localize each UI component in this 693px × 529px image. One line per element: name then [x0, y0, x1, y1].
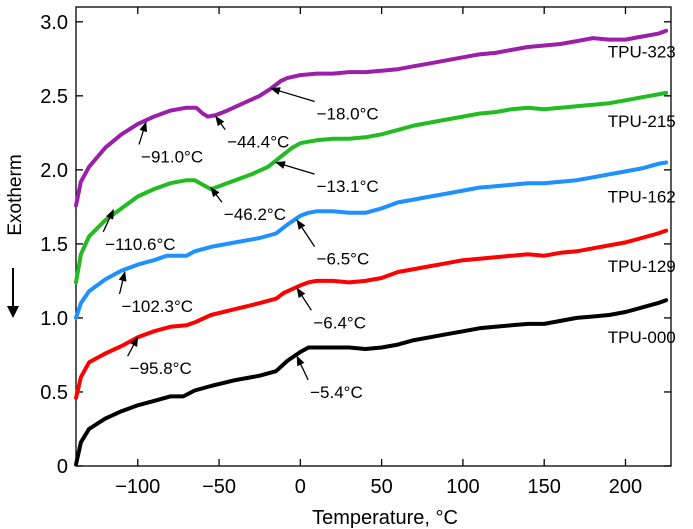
- series-line-tpu-323: [74, 28, 669, 208]
- axes: −100 −50 0 50 100 150 200 0 0.5 1.0 1.5 2.0 2.5 3.0: [40, 6, 672, 498]
- y-tick-label: 2.0: [40, 160, 68, 182]
- series-label: TPU-000: [608, 328, 676, 347]
- annotation-arrow: [296, 355, 309, 381]
- y-tick-label: 1.0: [40, 308, 68, 330]
- annotation-arrow: [118, 271, 127, 295]
- annotation-arrow: [215, 115, 226, 131]
- series-line-tpu-215: [74, 90, 669, 285]
- annotation-arrow: [275, 161, 315, 175]
- annotation-label: −91.0°C: [141, 147, 203, 166]
- series-line-tpu-129: [74, 228, 669, 400]
- annotation-label: −13.1°C: [317, 177, 379, 196]
- annotation-arrow: [102, 208, 114, 233]
- series-label: TPU-323: [608, 42, 676, 61]
- x-tick-label: 50: [371, 476, 393, 498]
- y-tick-label: 3.0: [40, 12, 68, 34]
- y-tick-label: 2.5: [40, 86, 68, 108]
- x-tick-label: 150: [528, 476, 561, 498]
- plot-frame: [75, 6, 672, 467]
- y-axis-label: Exotherm: [5, 154, 26, 235]
- annotation-arrow: [296, 219, 316, 247]
- x-tick-label: 100: [446, 476, 479, 498]
- series-line-tpu-162: [74, 160, 669, 320]
- annotation-arrow: [270, 87, 315, 103]
- annotation-label: −110.6°C: [105, 235, 175, 254]
- annotations-group: −91.0°C −44.4°C −18.0°C −110.6°C −46.2°C −13.…: [102, 42, 676, 402]
- annotation-arrow: [296, 287, 312, 311]
- annotation-arrow: [138, 121, 148, 145]
- annotation-label: −102.3°C: [122, 297, 194, 316]
- annotation-label: −6.4°C: [313, 313, 366, 332]
- annotation-label: −6.5°C: [317, 250, 370, 269]
- series-label: TPU-215: [608, 112, 676, 131]
- annotation-label: −44.4°C: [227, 133, 289, 152]
- series-label: TPU-162: [608, 187, 676, 206]
- annotation-arrow: [210, 186, 223, 203]
- y-tick-label: 0.5: [40, 382, 68, 404]
- series-line-tpu-000: [74, 298, 669, 467]
- x-tick-label: 200: [609, 476, 642, 498]
- y-tick-label: 0: [57, 456, 68, 478]
- annotation-arrow: [127, 336, 139, 357]
- x-tick-label: 0: [295, 476, 306, 498]
- y-tick-label: 1.5: [40, 234, 68, 256]
- annotation-label: −18.0°C: [317, 105, 379, 124]
- series-label: TPU-129: [608, 257, 676, 276]
- x-tick-label: −50: [202, 476, 236, 498]
- x-axis-label: Temperature, °C: [312, 507, 458, 529]
- annotation-label: −95.8°C: [130, 359, 192, 378]
- annotation-label: −46.2°C: [224, 205, 286, 224]
- x-tick-label: −100: [115, 476, 160, 498]
- annotation-label: −5.4°C: [310, 383, 363, 402]
- series-group: [74, 28, 669, 467]
- y-axis-direction-arrow: [7, 268, 19, 318]
